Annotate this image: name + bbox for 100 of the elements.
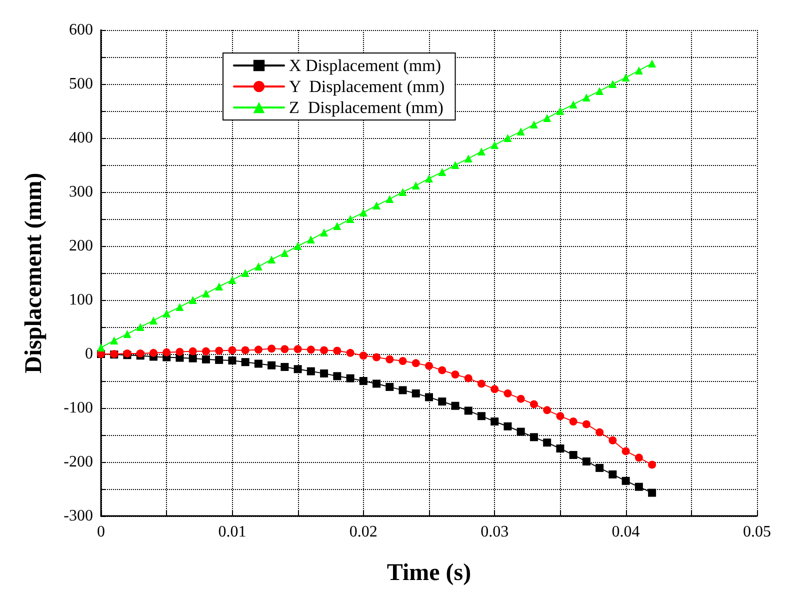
point	[622, 74, 630, 82]
y-tick-label: 500	[69, 76, 93, 92]
point	[320, 346, 328, 354]
point	[425, 174, 433, 182]
point	[451, 370, 460, 379]
point	[386, 355, 394, 364]
point	[398, 357, 407, 366]
point	[333, 346, 342, 355]
x-tick-label: 0.01	[218, 524, 246, 540]
y-tick-label: 100	[69, 292, 93, 308]
point	[569, 418, 578, 426]
x-axis-title: Time (s)	[386, 560, 472, 586]
point	[188, 354, 197, 362]
point	[504, 134, 512, 142]
point	[162, 348, 171, 356]
point	[215, 356, 224, 364]
point	[648, 488, 656, 497]
point	[490, 141, 499, 150]
point	[215, 346, 224, 355]
y-tick-label: 0	[85, 346, 93, 362]
x-tick-label: 0.04	[612, 524, 640, 540]
point	[136, 323, 144, 331]
point	[504, 389, 512, 398]
point	[451, 402, 460, 410]
point	[634, 66, 643, 74]
x-tick-label: 0.02	[349, 524, 378, 540]
point	[280, 249, 289, 258]
point	[582, 457, 590, 466]
point	[582, 94, 590, 102]
point	[412, 359, 420, 368]
point	[516, 394, 525, 403]
point	[412, 389, 420, 398]
point	[294, 242, 302, 250]
y-tick-label: 400	[69, 130, 93, 146]
x-tick-label: 0.05	[743, 524, 771, 540]
point	[490, 385, 499, 394]
point	[359, 377, 368, 385]
y-tick-label: -100	[64, 400, 93, 416]
point	[464, 154, 472, 163]
point	[530, 433, 538, 442]
point	[530, 120, 538, 128]
legend-label: X Displacement (mm)	[289, 56, 442, 75]
point	[398, 188, 407, 196]
point	[569, 100, 578, 109]
point	[97, 344, 105, 352]
point	[202, 355, 210, 364]
point	[320, 228, 328, 236]
point	[149, 348, 158, 357]
point	[228, 346, 236, 354]
point	[386, 382, 394, 391]
point	[477, 412, 486, 420]
point	[268, 344, 276, 353]
point	[176, 303, 184, 312]
point	[241, 358, 250, 366]
point	[241, 269, 250, 277]
point	[294, 365, 302, 374]
point	[425, 393, 433, 402]
point	[543, 438, 552, 447]
point	[254, 262, 262, 271]
point	[346, 215, 354, 223]
point	[622, 447, 630, 456]
point	[596, 87, 604, 96]
point	[280, 345, 289, 354]
y-tick-label: 200	[69, 238, 93, 254]
point	[176, 348, 184, 356]
point	[596, 464, 604, 472]
point	[202, 347, 210, 356]
point	[228, 356, 236, 364]
point	[490, 418, 499, 426]
point	[438, 398, 446, 406]
point	[162, 310, 171, 318]
point	[504, 422, 512, 430]
point	[464, 374, 472, 382]
point	[634, 454, 643, 462]
point	[215, 282, 224, 290]
point	[359, 352, 368, 360]
point	[569, 450, 578, 459]
point	[608, 470, 617, 478]
point	[306, 367, 315, 376]
point	[530, 400, 538, 408]
y-tick-label: 600	[69, 22, 93, 38]
point	[333, 372, 342, 380]
point	[634, 482, 643, 491]
point	[477, 148, 486, 156]
point	[359, 208, 368, 217]
point	[320, 369, 328, 378]
point	[556, 107, 564, 115]
point	[149, 316, 158, 325]
y-axis-title: Displacement (mm)	[21, 172, 47, 374]
point	[398, 386, 407, 394]
point	[346, 374, 354, 382]
legend-label: Z Displacement (mm)	[289, 98, 444, 117]
point	[608, 436, 617, 444]
point	[241, 346, 250, 354]
point	[123, 330, 132, 338]
point	[372, 380, 381, 388]
legend-label: Y Displacement (mm)	[289, 77, 445, 96]
point	[372, 202, 381, 210]
point	[425, 362, 433, 370]
point	[268, 361, 276, 370]
